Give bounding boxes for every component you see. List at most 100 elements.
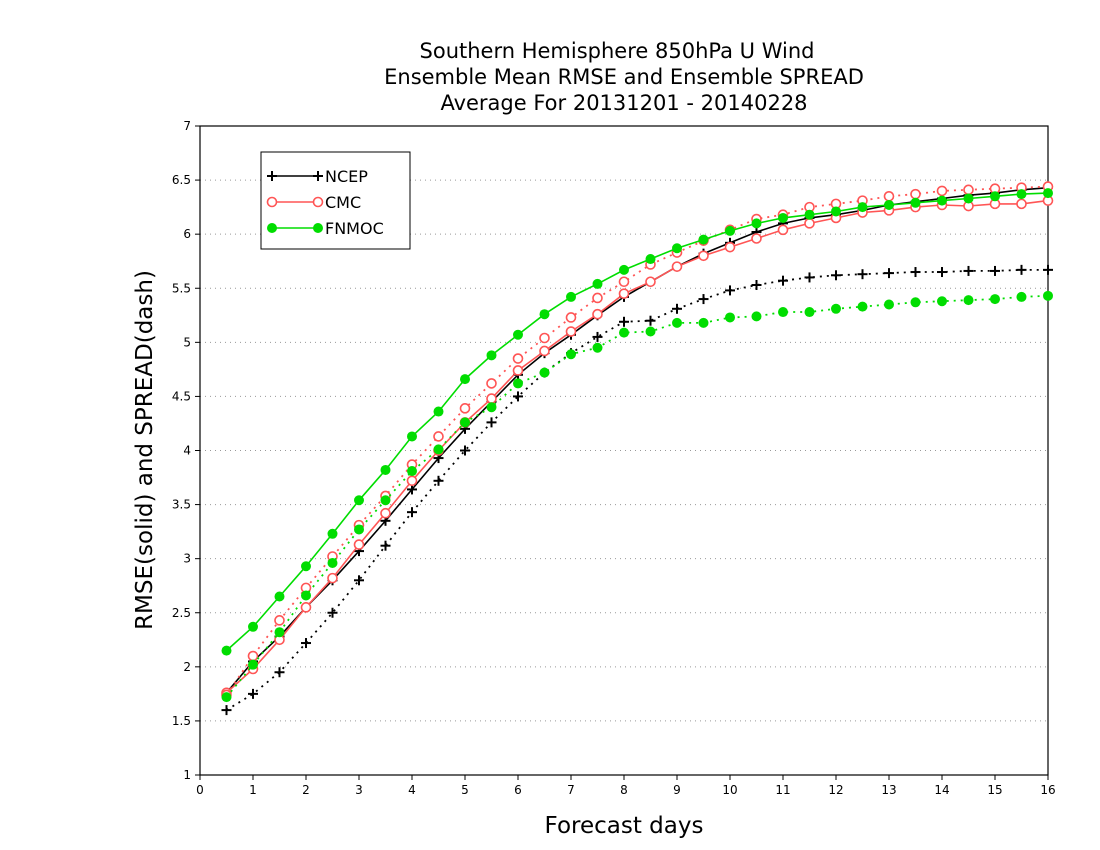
ncep-spread-point bbox=[698, 294, 709, 305]
cmc-rmse-line bbox=[225, 199, 1049, 694]
y-tick-label: 2.5 bbox=[172, 606, 191, 620]
ncep-spread-point bbox=[354, 575, 364, 586]
x-tick-label: 11 bbox=[775, 783, 790, 797]
ncep-rmse-line bbox=[225, 186, 1049, 694]
fnmoc-rmse-point bbox=[221, 645, 232, 656]
y-tick-label: 5.5 bbox=[172, 281, 191, 295]
axes: 11.522.533.544.555.566.570 1 2 3 4 5 6 7 8 9 10 11 1… bbox=[172, 119, 1056, 797]
cmc-spread-point bbox=[936, 185, 948, 197]
fnmoc-rmse-point bbox=[990, 191, 1000, 202]
ncep-spread-point bbox=[433, 475, 444, 486]
ncep-spread-point bbox=[804, 272, 815, 283]
x-tick-label: 16 bbox=[1040, 783, 1055, 797]
cmc-rmse-point bbox=[353, 539, 365, 550]
fnmoc-rmse-point bbox=[486, 350, 497, 361]
fnmoc-spread-point bbox=[592, 342, 603, 353]
fnmoc-spread-point bbox=[1016, 291, 1027, 302]
cmc-spread-point bbox=[910, 188, 921, 200]
legend-marker-ncep-start bbox=[267, 171, 277, 181]
fnmoc-spread-point bbox=[831, 303, 841, 314]
ncep-spread-point bbox=[221, 705, 232, 716]
x-tick-label: 3 bbox=[355, 783, 363, 797]
fnmoc-spread-point bbox=[221, 692, 232, 703]
cmc-rmse-point bbox=[539, 345, 550, 357]
ncep-spread-point bbox=[486, 417, 497, 428]
fnmoc-spread-point bbox=[725, 312, 735, 323]
fnmoc-spread-point bbox=[857, 301, 868, 312]
legend-box bbox=[260, 151, 411, 250]
fnmoc-rmse-point bbox=[539, 309, 550, 320]
cmc-rmse-point bbox=[380, 507, 391, 519]
cmc-spread-point bbox=[512, 353, 524, 364]
legend-label-ncep: NCEP bbox=[325, 167, 368, 186]
fnmoc-spread-point bbox=[380, 495, 391, 506]
fnmoc-rmse-point bbox=[831, 206, 841, 217]
ncep-spread-point bbox=[672, 303, 682, 314]
ncep-spread-point bbox=[990, 265, 1000, 276]
legend-marker-fnmoc-start bbox=[267, 223, 277, 233]
legend-marker-cmc-end bbox=[312, 196, 324, 208]
fnmoc-spread-point bbox=[327, 557, 338, 568]
series-cmc bbox=[221, 181, 1054, 701]
legend-label-cmc: CMC bbox=[325, 193, 361, 212]
ncep-spread-point bbox=[1043, 264, 1053, 275]
cmc-spread-point bbox=[565, 312, 577, 323]
x-tick-label: 1 bbox=[249, 783, 257, 797]
x-tick-label: 9 bbox=[673, 783, 681, 797]
fnmoc-spread-point bbox=[566, 349, 576, 360]
fnmoc-spread-point bbox=[407, 466, 417, 477]
fnmoc-spread-point bbox=[645, 326, 656, 337]
ncep-spread-line bbox=[226, 268, 1048, 711]
ncep-spread-point bbox=[751, 280, 762, 291]
fnmoc-rmse-point bbox=[963, 193, 974, 204]
fnmoc-rmse-point bbox=[884, 199, 894, 210]
y-tick-label: 1.5 bbox=[172, 714, 191, 728]
fnmoc-spread-point bbox=[433, 444, 444, 455]
y-tick-label: 7 bbox=[183, 119, 191, 133]
y-tick-label: 6.5 bbox=[172, 173, 191, 187]
ncep-spread-point bbox=[645, 315, 656, 326]
cmc-spread-point bbox=[592, 292, 603, 304]
x-tick-label: 14 bbox=[934, 783, 949, 797]
fnmoc-rmse-point bbox=[327, 528, 338, 539]
fnmoc-spread-point bbox=[301, 590, 311, 601]
ncep-spread-point bbox=[725, 285, 735, 296]
fnmoc-rmse-point bbox=[354, 495, 364, 506]
cmc-rmse-point bbox=[671, 261, 683, 272]
fnmoc-rmse-point bbox=[433, 406, 444, 417]
fnmoc-rmse-point bbox=[857, 202, 868, 213]
fnmoc-spread-point bbox=[539, 367, 550, 378]
fnmoc-rmse-point bbox=[804, 209, 815, 220]
legend-marker-fnmoc-end bbox=[313, 223, 323, 233]
cmc-rmse-point bbox=[1016, 198, 1027, 210]
cmc-rmse-point bbox=[618, 288, 630, 299]
ncep-spread-point bbox=[1016, 264, 1027, 275]
fnmoc-spread-point bbox=[963, 295, 974, 306]
fnmoc-spread-point bbox=[937, 296, 947, 307]
fnmoc-rmse-point bbox=[248, 621, 258, 632]
fnmoc-rmse-point bbox=[1043, 188, 1053, 199]
fnmoc-rmse-point bbox=[698, 234, 709, 245]
y-tick-label: 2 bbox=[183, 660, 191, 674]
cmc-spread-line bbox=[225, 185, 1049, 696]
y-tick-label: 3.5 bbox=[172, 498, 191, 512]
fnmoc-spread-point bbox=[672, 317, 682, 328]
fnmoc-spread-point bbox=[248, 659, 258, 670]
y-tick-label: 5 bbox=[183, 335, 191, 349]
series-fnmoc bbox=[221, 188, 1053, 703]
x-tick-label: 12 bbox=[828, 783, 843, 797]
fnmoc-rmse-line bbox=[225, 192, 1049, 652]
fnmoc-rmse-point bbox=[566, 291, 576, 302]
cmc-spread-point bbox=[433, 431, 444, 442]
fnmoc-spread-point bbox=[910, 297, 921, 308]
fnmoc-rmse-point bbox=[619, 264, 629, 275]
ncep-spread-point bbox=[831, 270, 841, 281]
fnmoc-spread-point bbox=[990, 294, 1000, 305]
cmc-rmse-point bbox=[645, 276, 656, 288]
ncep-spread-point bbox=[513, 391, 523, 402]
fnmoc-spread-point bbox=[354, 524, 364, 535]
cmc-rmse-point bbox=[804, 218, 815, 229]
cmc-rmse-point bbox=[751, 233, 762, 244]
cmc-rmse-point bbox=[724, 241, 736, 253]
x-tick-label: 10 bbox=[722, 783, 737, 797]
